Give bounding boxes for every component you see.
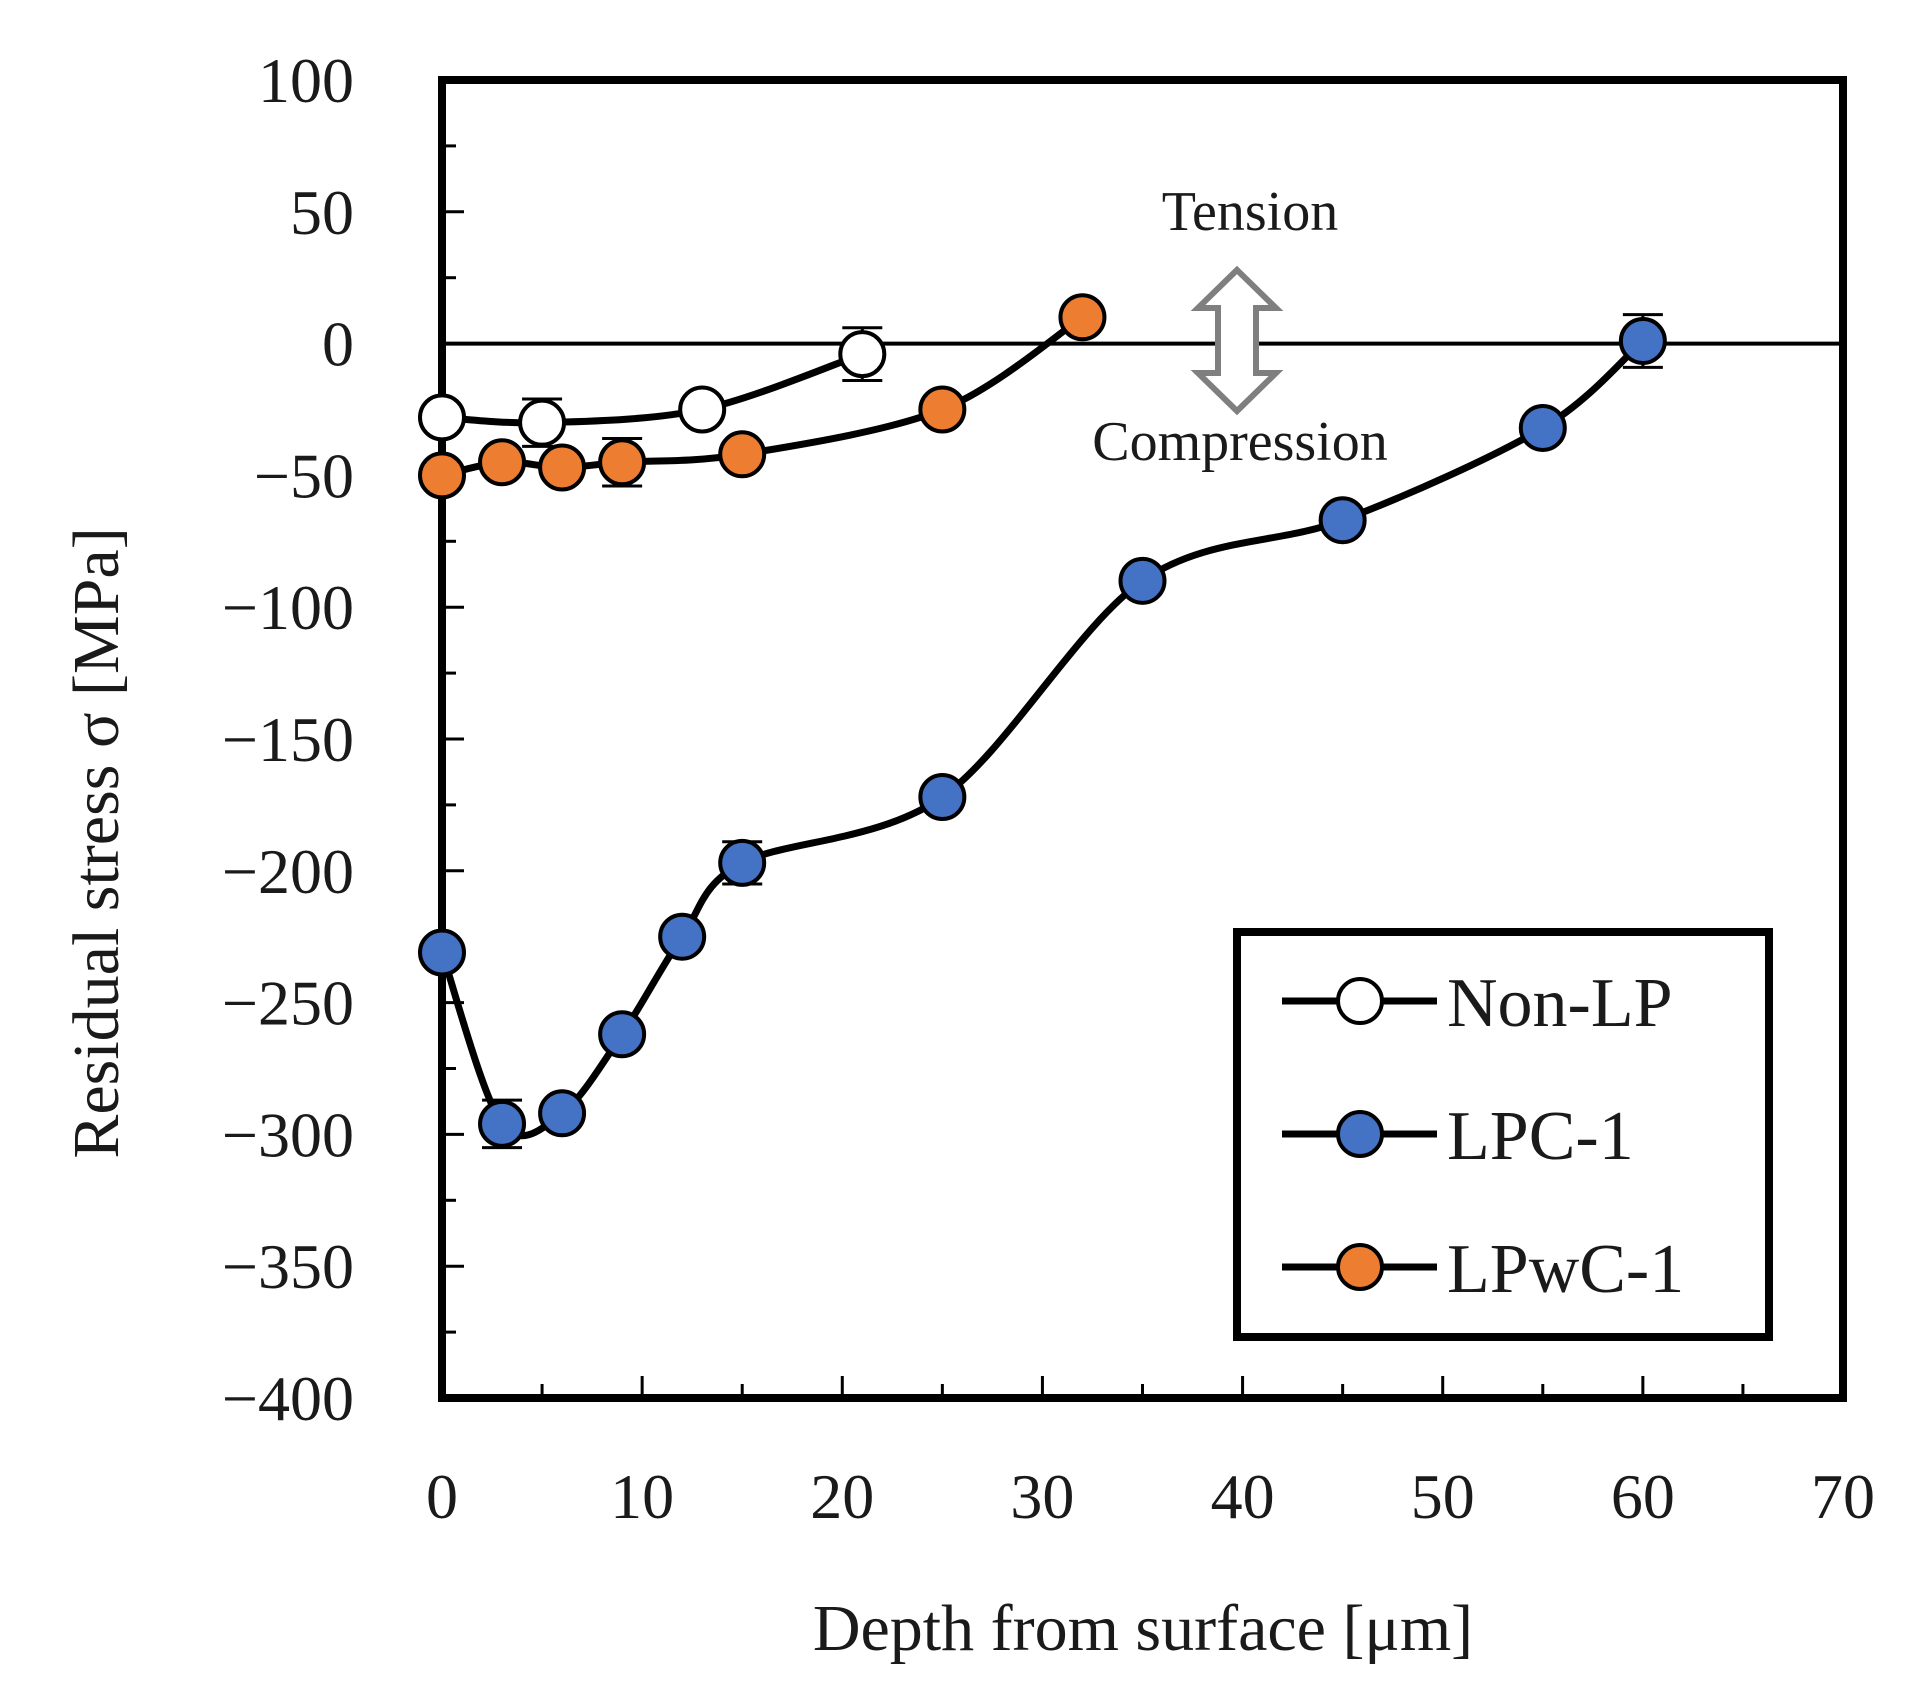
legend-marker-non-lp [1336,977,1384,1025]
series-lpwc-1 [418,293,1107,500]
non-lp-point [418,393,466,442]
lpc-1-point [658,912,707,961]
lpc-1-point [478,1099,527,1148]
lpwc-1-point [918,385,967,434]
non-lp-line [438,350,866,427]
x-tick-label: 70 [1811,1461,1875,1532]
lpwc-1-point [538,443,587,492]
lpwc-1-point [478,438,527,487]
series-non-lp [418,326,887,448]
legend-marker-lpc-1 [1336,1110,1384,1158]
tension-compression-arrow-icon [1190,265,1284,416]
lpc-1-point [598,1010,647,1059]
y-axis-title: Residual stress σ [MPa] [60,527,133,1158]
legend-entry-non-lp: Non-LP [1282,965,1673,1042]
legend-entry-lpwc-1: LPwC-1 [1282,1231,1684,1308]
x-axis-title: Depth from surface [μm] [813,1592,1473,1665]
y-tick-label: 0 [322,309,354,380]
x-tick-label: 20 [810,1461,874,1532]
lpwc-1-point [718,430,767,479]
lpc-1-point [1118,556,1167,605]
x-tick-label: 30 [1010,1461,1074,1532]
y-tick-label: 50 [290,177,354,248]
series-layer [418,293,1667,1150]
y-tick-label: 100 [258,45,354,116]
legend: Non-LP LPC-1 LPwC-1 [1233,928,1773,1341]
lpc-1-point [1518,403,1567,452]
lpwc-1-point [1058,293,1107,342]
legend-label-lpwc-1: LPwC-1 [1447,1231,1684,1308]
legend-label-non-lp: Non-LP [1447,965,1673,1042]
legend-label-lpc-1: LPC-1 [1447,1098,1634,1175]
lpc-1-point [918,772,967,821]
lpc-1-point [418,928,466,977]
annotation-layer: Tension Compression [1092,181,1388,473]
lpc-1-point [718,838,767,887]
y-tick-label: −350 [222,1231,354,1302]
y-tick-label: −150 [222,704,354,775]
x-tick-label: 50 [1411,1461,1475,1532]
x-tick-label: 60 [1611,1461,1675,1532]
lpc-1-point [1318,496,1367,545]
y-tick-label: −50 [254,440,354,511]
tension-label: Tension [1162,181,1339,243]
lpc-1-point [538,1089,587,1138]
y-tick-label: −200 [222,836,354,907]
legend-entry-lpc-1: LPC-1 [1282,1098,1634,1175]
lpc-1-point [1618,316,1667,365]
non-lp-point [838,330,887,379]
lpwc-1-point [598,438,647,487]
series-lpc-1 [418,313,1667,1150]
y-tick-label: −300 [222,1099,354,1170]
lpwc-1-point [418,451,466,500]
non-lp-point [518,398,567,447]
legend-marker-lpwc-1 [1336,1243,1384,1291]
x-tick-label: 0 [426,1461,458,1532]
compression-label: Compression [1092,411,1388,473]
non-lp-point [678,385,727,434]
y-tick-label: −100 [222,572,354,643]
y-tick-label: −250 [222,968,354,1039]
y-tick-label: −400 [222,1363,354,1434]
x-tick-label: 10 [610,1461,674,1532]
axes-layer: 100 50 0 −50 −100 −150 −200 −250 −300 −350 −400 0 10… [222,45,1875,1532]
x-tick-label: 40 [1211,1461,1275,1532]
